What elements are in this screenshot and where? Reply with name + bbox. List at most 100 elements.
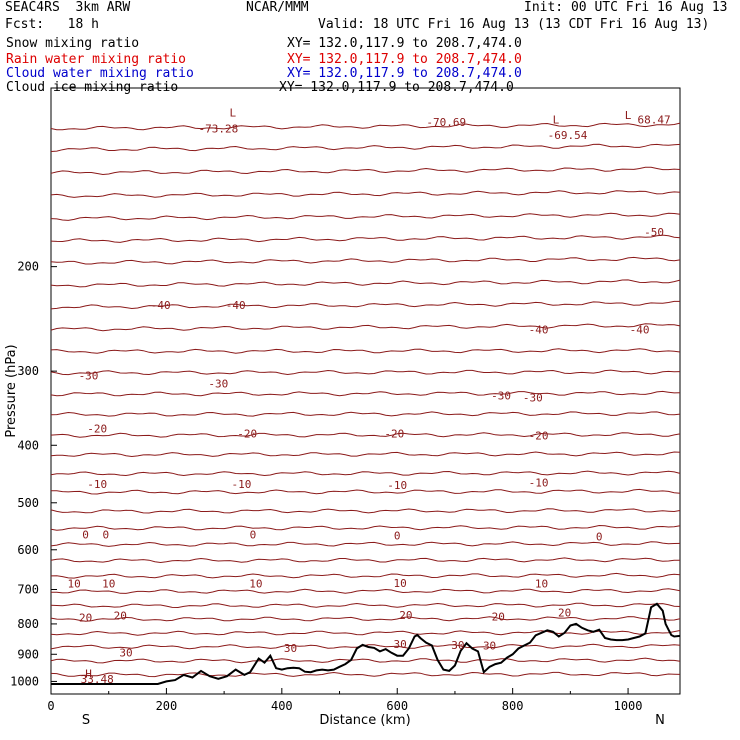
contour-label: 20	[114, 610, 127, 623]
contour-label: 10	[102, 578, 115, 591]
legend-rain-label: Rain water mixing ratio	[6, 52, 187, 67]
x-tick-label: 600	[386, 699, 408, 713]
contour-label: 20	[558, 606, 571, 619]
isotherm-line	[50, 256, 681, 265]
model-label: SEAC4RS 3km ARW	[5, 0, 131, 15]
isotherm-line	[50, 541, 681, 547]
contour-label: 30	[119, 646, 132, 659]
contour-label: 68.47	[637, 113, 670, 126]
isotherm-line	[50, 630, 681, 636]
contour-label-layer: -73.28 -70.69 -69.54 68.47 -50 -40 -40 -40 -40 -3…	[67, 107, 670, 686]
isotherm-line	[51, 588, 681, 594]
y-tick-label: 1000	[10, 674, 39, 688]
x-axis-start-label: S	[82, 713, 90, 728]
contour-label: 0	[250, 529, 257, 542]
contour-label: 0	[82, 529, 89, 542]
isotherm-line	[50, 557, 680, 564]
contour-label: -10	[87, 478, 107, 491]
extremum-marker: L	[553, 113, 560, 126]
extremum-marker: H	[85, 668, 92, 681]
contour-label: -30	[523, 391, 543, 404]
isotherm-line	[50, 572, 681, 579]
extremum-marker: L	[625, 109, 632, 122]
x-tick-label: 0	[47, 699, 54, 713]
legend-rain-xy: XY= 132.0,117.9 to 208.7,474.0	[287, 52, 522, 67]
contour-label: 10	[393, 577, 406, 590]
contour-label: -20	[529, 429, 549, 442]
extremum-marker: L	[229, 107, 236, 120]
contour-label: -40	[226, 299, 246, 312]
y-tick-label: 600	[17, 543, 39, 557]
isotherm-line	[50, 166, 681, 176]
contour-label: 20	[492, 611, 505, 624]
contour-label: -20	[87, 423, 107, 436]
isotherm-line	[50, 411, 681, 417]
isotherm-line	[50, 602, 681, 609]
org-label: NCAR/MMM	[246, 0, 309, 15]
isotherm-line	[50, 323, 681, 332]
contour-label: -40	[630, 323, 650, 336]
isotherm-line	[50, 451, 681, 458]
y-tick-label: 300	[17, 364, 39, 378]
contour-label: -40	[529, 323, 549, 336]
terrain-line	[51, 602, 681, 685]
x-axis-title: Distance (km)	[319, 713, 410, 728]
isotherm-line	[50, 432, 681, 438]
terrain-layer	[51, 602, 681, 685]
contour-label: 20	[79, 611, 92, 624]
x-tick-label: 1000	[614, 699, 643, 713]
y-tick-label: 900	[17, 647, 39, 661]
init-time: Init: 00 UTC Fri 16 Aug 13	[524, 0, 728, 15]
contour-label: -10	[529, 476, 549, 489]
isotherm-line	[50, 524, 681, 531]
isotherm-line	[51, 488, 681, 495]
plot-frame	[50, 87, 681, 695]
y-tick-label: 200	[17, 260, 39, 274]
x-tick-label: 800	[502, 699, 524, 713]
isotherm-line	[50, 390, 681, 397]
isotherm-line	[50, 616, 681, 622]
contour-label: 30	[451, 639, 464, 652]
contour-label: 20	[399, 609, 412, 622]
contour-label: 0	[394, 530, 401, 543]
contour-label: -10	[387, 479, 407, 492]
contour-label: -30	[208, 378, 228, 391]
x-tick-label: 400	[271, 699, 293, 713]
contour-label: 10	[249, 578, 262, 591]
contour-label: -30	[79, 369, 99, 382]
contour-label: 30	[393, 638, 406, 651]
isotherm-line	[50, 671, 681, 678]
y-axis-title: Pressure (hPa)	[4, 344, 19, 437]
isotherm-line	[50, 470, 681, 477]
isotherm-line	[50, 657, 681, 664]
x-tick-label: 200	[156, 699, 178, 713]
contour-label: -40	[151, 299, 171, 312]
contour-label: -10	[231, 478, 251, 491]
forecast-hour: Fcst: 18 h	[5, 17, 99, 32]
legend-snow-xy: XY= 132.0,117.9 to 208.7,474.0	[287, 36, 522, 51]
contour-label: 0	[103, 529, 110, 542]
isotherm-line	[50, 234, 681, 243]
y-tick-label: 800	[17, 617, 39, 631]
isotherm-line	[50, 508, 681, 514]
contour-label: 30	[284, 642, 297, 655]
isotherm-line	[50, 369, 681, 376]
contour-label: -20	[237, 427, 257, 440]
isotherm-line	[50, 122, 681, 131]
contour-label: -70.69	[426, 116, 466, 129]
y-tick-label: 700	[17, 583, 39, 597]
contour-label: 10	[535, 578, 548, 591]
y-tick-label: 500	[17, 496, 39, 510]
y-tick-label: 400	[17, 438, 39, 452]
contour-label: 10	[67, 578, 80, 591]
legend-snow-label: Snow mixing ratio	[6, 36, 140, 51]
x-axis-end-label: N	[655, 713, 665, 728]
contour-label: -69.54	[548, 129, 588, 142]
isotherm-layer	[50, 122, 681, 678]
contour-label: -20	[384, 427, 404, 440]
contour-label: 30	[483, 640, 496, 653]
valid-time: Valid: 18 UTC Fri 16 Aug 13 (13 CDT Fri …	[318, 17, 710, 32]
isotherm-line	[50, 348, 681, 354]
